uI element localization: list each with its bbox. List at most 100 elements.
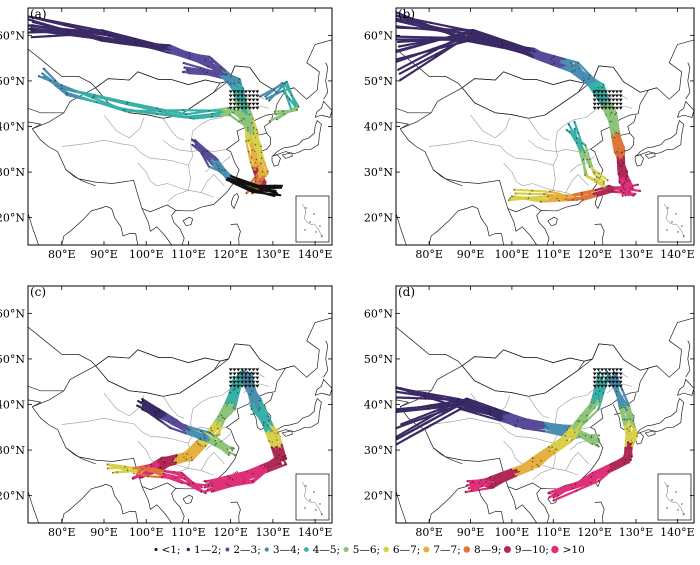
start-point-marker <box>232 372 237 376</box>
start-point-marker <box>232 98 237 102</box>
start-point-marker <box>228 368 233 372</box>
province-boundary <box>137 162 157 187</box>
start-point-marker <box>243 102 248 106</box>
coastline <box>230 501 241 523</box>
start-point-marker <box>236 368 241 372</box>
country-border <box>28 121 42 130</box>
coastline <box>314 378 332 396</box>
latitude-tick-label: 30°N <box>0 444 25 457</box>
start-point-marker <box>251 94 256 98</box>
start-point-marker <box>243 384 248 388</box>
latitude-tick-label: 30°N <box>0 166 25 179</box>
start-point-marker <box>615 368 619 372</box>
start-point-marker <box>255 90 260 94</box>
start-point-marker <box>240 106 245 110</box>
start-point-marker <box>592 94 597 98</box>
legend-label: 6—7; <box>393 544 420 556</box>
start-point-marker <box>247 98 252 102</box>
start-point-marker <box>236 376 241 380</box>
province-boundary <box>137 440 157 465</box>
coastline <box>428 205 504 245</box>
country-border <box>396 121 410 130</box>
start-point-marker <box>596 376 601 380</box>
start-point-marker <box>600 98 605 102</box>
start-point-marker <box>592 380 597 384</box>
coastline <box>644 430 656 437</box>
start-point-marker <box>615 376 619 380</box>
coastline <box>594 223 605 245</box>
start-point-marker <box>607 372 612 376</box>
start-point-marker <box>607 106 612 110</box>
coastline <box>685 340 691 378</box>
longitude-tick-label: 80°E <box>48 526 76 539</box>
longitude-tick-label: 100°E <box>495 248 530 261</box>
start-point-marker <box>255 384 260 388</box>
start-point-marker <box>243 376 248 380</box>
coastline <box>61 205 139 245</box>
latitude-tick-label: 40°N <box>364 399 393 412</box>
province-boundary <box>200 451 225 471</box>
start-point-marker <box>603 368 608 372</box>
latitude-tick-label: 20°N <box>0 490 25 503</box>
start-point-marker <box>240 98 245 102</box>
country-border <box>28 39 332 100</box>
start-point-marker <box>240 376 245 380</box>
coastline <box>644 152 656 159</box>
longitude-tick-label: 90°E <box>90 248 118 261</box>
start-point-marker <box>607 384 612 388</box>
start-point-marker <box>611 372 616 376</box>
start-point-marker <box>618 384 623 388</box>
trajectory-lines <box>396 368 639 502</box>
start-point-marker <box>603 372 608 376</box>
legend-swatch <box>343 546 349 553</box>
legend-item: 2—3; <box>225 544 261 556</box>
start-point-marker <box>228 106 233 110</box>
start-point-marker <box>236 372 241 376</box>
start-point-marker <box>255 368 260 372</box>
longitude-tick-label: 90°E <box>90 526 118 539</box>
start-point-marker <box>228 90 233 94</box>
start-point-marker <box>596 106 601 110</box>
legend-item: 9—10; <box>503 544 549 556</box>
start-point-marker <box>251 102 256 106</box>
legend-label: 3—4; <box>273 544 300 556</box>
province-boundary <box>565 173 589 193</box>
coastline <box>323 62 329 100</box>
province-boundary <box>200 173 225 193</box>
start-point-marker <box>255 372 260 376</box>
province-boundary <box>602 94 628 104</box>
start-point-marker <box>600 106 605 110</box>
start-point-marker <box>615 384 619 388</box>
start-point-marker <box>607 376 612 380</box>
longitude-tick-label: 80°E <box>415 248 443 261</box>
longitude-tick-label: 140°E <box>660 526 695 539</box>
longitude-tick-label: 120°E <box>213 248 248 261</box>
start-point-marker <box>251 384 256 388</box>
start-point-marker <box>247 102 252 106</box>
legend-label: >10 <box>563 544 585 556</box>
start-point-marker <box>618 94 623 98</box>
legend-item: <1; <box>154 544 181 556</box>
province-boundary <box>470 114 511 139</box>
province-boundary <box>429 417 517 437</box>
panel-label: (c) <box>30 285 46 299</box>
legend-swatch <box>551 545 559 554</box>
start-point-marker <box>611 102 616 106</box>
latitude-tick-label: 50°N <box>0 353 25 366</box>
start-point-marker <box>255 106 260 110</box>
legend-swatch <box>503 546 511 553</box>
start-point-marker <box>618 376 623 380</box>
legend-item: 3—4; <box>264 544 300 556</box>
latitude-tick-label: 20°N <box>364 212 393 225</box>
latitude-tick-label: 30°N <box>364 166 393 179</box>
start-point-marker <box>232 102 237 106</box>
start-point-marker <box>243 380 248 384</box>
start-point-marker <box>592 106 597 110</box>
latitude-tick-label: 60°N <box>364 29 393 42</box>
coastline <box>507 208 550 245</box>
start-point-marker <box>247 106 252 110</box>
start-point-marker <box>243 94 248 98</box>
province-boundary <box>61 417 151 437</box>
coastline <box>507 486 550 523</box>
province-boundary <box>103 114 145 139</box>
